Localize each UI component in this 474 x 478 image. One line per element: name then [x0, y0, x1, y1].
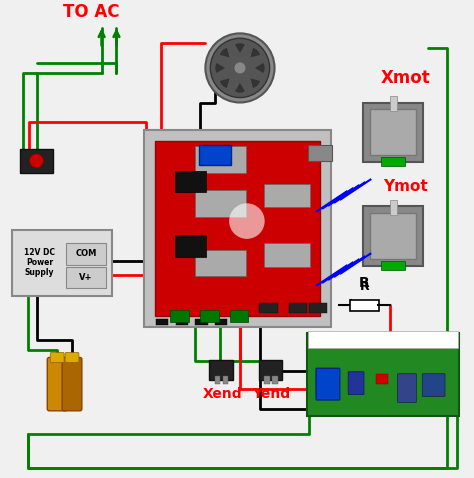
Circle shape: [205, 33, 274, 102]
FancyBboxPatch shape: [66, 243, 106, 264]
FancyBboxPatch shape: [65, 352, 79, 362]
FancyBboxPatch shape: [364, 102, 423, 162]
Text: Xend: Xend: [202, 387, 242, 401]
FancyBboxPatch shape: [229, 310, 248, 322]
FancyBboxPatch shape: [308, 145, 332, 161]
FancyBboxPatch shape: [307, 333, 459, 416]
FancyBboxPatch shape: [309, 303, 327, 313]
Wedge shape: [255, 63, 264, 73]
Wedge shape: [250, 78, 260, 88]
FancyBboxPatch shape: [348, 372, 364, 394]
FancyBboxPatch shape: [144, 130, 331, 327]
FancyBboxPatch shape: [215, 376, 220, 384]
FancyBboxPatch shape: [370, 213, 416, 259]
Circle shape: [229, 203, 264, 239]
FancyBboxPatch shape: [175, 319, 188, 325]
FancyBboxPatch shape: [422, 374, 445, 396]
FancyBboxPatch shape: [170, 310, 189, 322]
FancyBboxPatch shape: [210, 360, 233, 380]
FancyBboxPatch shape: [215, 319, 228, 325]
FancyBboxPatch shape: [155, 141, 320, 316]
FancyBboxPatch shape: [350, 300, 379, 311]
Text: R: R: [359, 276, 370, 290]
FancyBboxPatch shape: [376, 374, 389, 384]
Circle shape: [29, 154, 43, 168]
Text: TO AC: TO AC: [64, 3, 120, 22]
Text: Ymot: Ymot: [383, 179, 428, 194]
FancyBboxPatch shape: [195, 319, 208, 325]
FancyBboxPatch shape: [156, 319, 168, 325]
Circle shape: [234, 62, 246, 74]
FancyBboxPatch shape: [308, 331, 458, 348]
FancyBboxPatch shape: [194, 190, 246, 217]
FancyBboxPatch shape: [381, 261, 405, 270]
Circle shape: [210, 38, 270, 98]
FancyBboxPatch shape: [259, 360, 283, 380]
FancyBboxPatch shape: [194, 146, 246, 173]
FancyBboxPatch shape: [264, 243, 310, 267]
FancyBboxPatch shape: [390, 200, 397, 215]
Text: V+: V+: [79, 273, 92, 282]
FancyBboxPatch shape: [264, 184, 310, 207]
FancyBboxPatch shape: [289, 303, 308, 313]
Wedge shape: [250, 48, 260, 57]
FancyBboxPatch shape: [264, 376, 270, 384]
FancyBboxPatch shape: [200, 310, 219, 322]
Text: 12V DC
Power
Supply: 12V DC Power Supply: [24, 248, 55, 278]
FancyBboxPatch shape: [50, 352, 64, 362]
FancyBboxPatch shape: [381, 157, 405, 166]
Text: Xmot: Xmot: [381, 69, 431, 87]
Text: Yend: Yend: [253, 387, 291, 401]
FancyBboxPatch shape: [364, 206, 423, 266]
FancyBboxPatch shape: [12, 230, 112, 296]
FancyBboxPatch shape: [175, 171, 206, 193]
Wedge shape: [235, 83, 245, 93]
FancyBboxPatch shape: [259, 303, 278, 313]
FancyBboxPatch shape: [223, 376, 228, 384]
Wedge shape: [235, 43, 245, 53]
Text: COM: COM: [75, 249, 97, 258]
FancyBboxPatch shape: [390, 96, 397, 111]
FancyBboxPatch shape: [62, 358, 82, 411]
FancyBboxPatch shape: [316, 369, 340, 400]
FancyBboxPatch shape: [47, 358, 67, 411]
FancyBboxPatch shape: [370, 109, 416, 155]
FancyBboxPatch shape: [19, 149, 53, 173]
FancyBboxPatch shape: [66, 267, 106, 288]
FancyBboxPatch shape: [175, 235, 206, 257]
Wedge shape: [215, 63, 225, 73]
FancyBboxPatch shape: [194, 250, 246, 276]
Wedge shape: [220, 48, 229, 57]
FancyBboxPatch shape: [272, 376, 278, 384]
FancyBboxPatch shape: [200, 145, 231, 165]
Wedge shape: [220, 78, 229, 88]
Text: R: R: [360, 280, 369, 293]
FancyBboxPatch shape: [398, 374, 416, 402]
